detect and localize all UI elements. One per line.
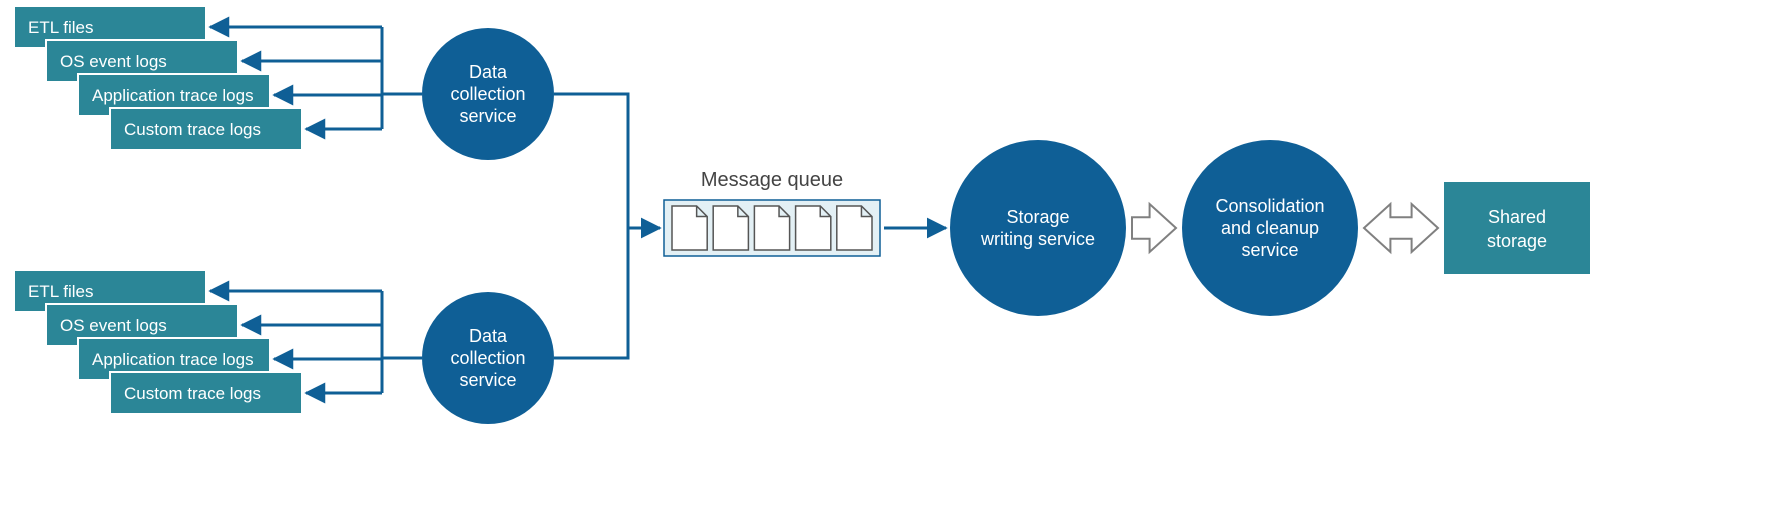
data-collection-service-1-label: collection	[450, 84, 525, 104]
source-box-label: Custom trace logs	[124, 120, 261, 139]
shared-storage	[1444, 182, 1590, 274]
connector	[554, 94, 628, 228]
storage-writing-service	[950, 140, 1126, 316]
architecture-diagram: ETL files OS event logs Application trace …	[0, 0, 1771, 516]
source-box-label: OS event logs	[60, 52, 167, 71]
consolidation-cleanup-service-label: service	[1241, 240, 1298, 260]
data-collection-service-2-label: service	[459, 370, 516, 390]
shared-storage-label: storage	[1487, 231, 1547, 251]
source-box-label: Custom trace logs	[124, 384, 261, 403]
block-arrow	[1364, 204, 1438, 252]
block-arrow	[1132, 204, 1176, 252]
source-box-label: Application trace logs	[92, 86, 254, 105]
data-collection-service-1-label: Data	[469, 62, 508, 82]
consolidation-cleanup-service-label: Consolidation	[1215, 196, 1324, 216]
storage-writing-service-label: writing service	[980, 229, 1095, 249]
source-box-label: ETL files	[28, 282, 94, 301]
data-collection-service-2-label: Data	[469, 326, 508, 346]
source-box-label: OS event logs	[60, 316, 167, 335]
source-box-label: Application trace logs	[92, 350, 254, 369]
data-collection-service-1-label: service	[459, 106, 516, 126]
message-queue-label: Message queue	[701, 169, 843, 191]
shared-storage-label: Shared	[1488, 207, 1546, 227]
source-box-label: ETL files	[28, 18, 94, 37]
storage-writing-service-label: Storage	[1006, 207, 1069, 227]
data-collection-service-2-label: collection	[450, 348, 525, 368]
connector	[554, 228, 628, 358]
consolidation-cleanup-service-label: and cleanup	[1221, 218, 1319, 238]
